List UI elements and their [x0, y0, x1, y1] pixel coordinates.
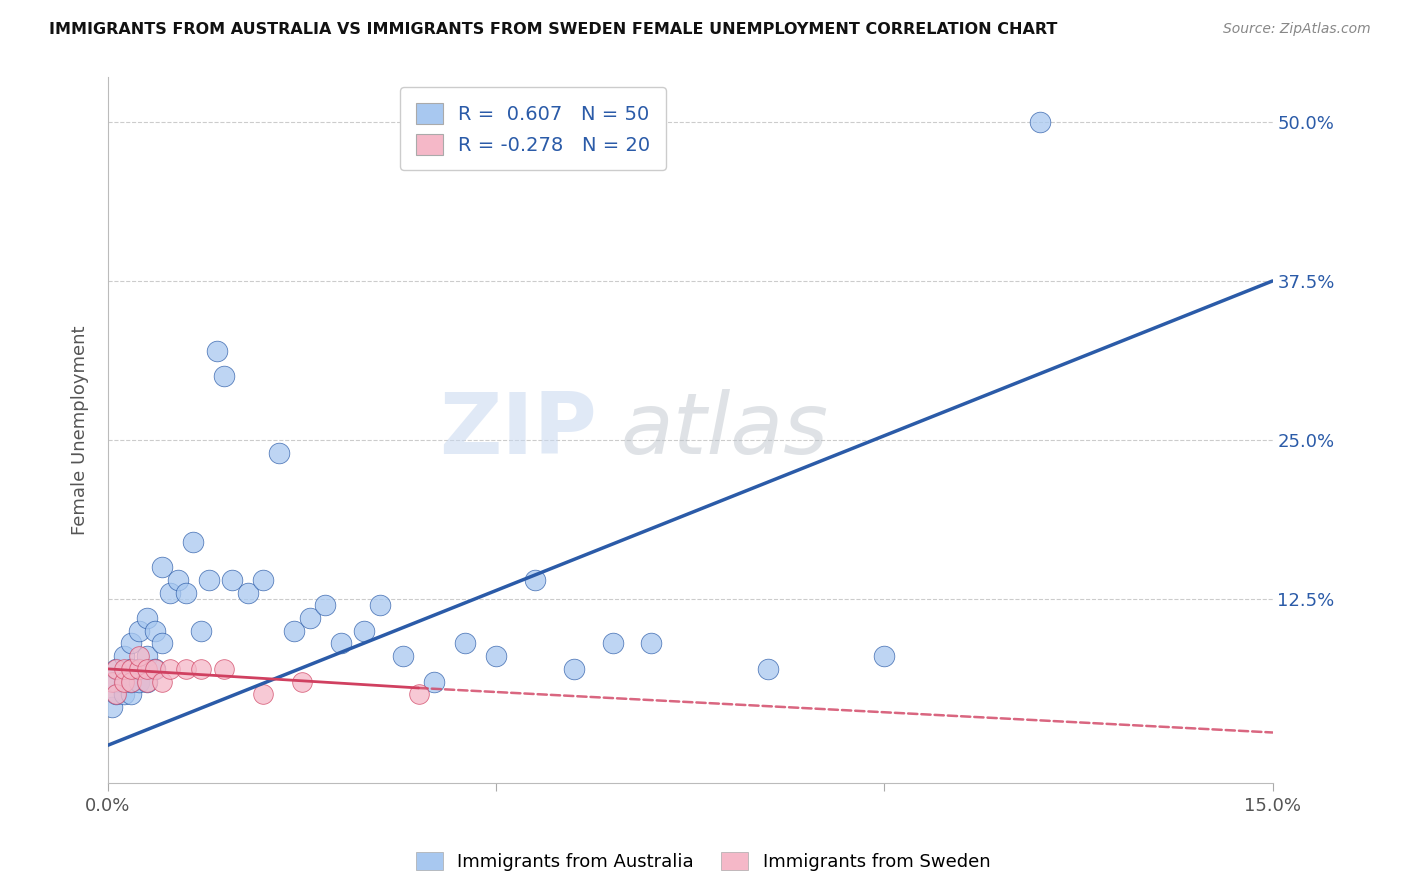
Point — [112, 674, 135, 689]
Point — [423, 674, 446, 689]
Point — [368, 599, 391, 613]
Point — [562, 662, 585, 676]
Point — [128, 662, 150, 676]
Point — [267, 445, 290, 459]
Point — [104, 662, 127, 676]
Point — [112, 662, 135, 676]
Y-axis label: Female Unemployment: Female Unemployment — [72, 326, 89, 535]
Point — [143, 662, 166, 676]
Point — [120, 674, 142, 689]
Point — [602, 636, 624, 650]
Point — [485, 649, 508, 664]
Point — [150, 674, 173, 689]
Point — [524, 573, 547, 587]
Point — [198, 573, 221, 587]
Text: ZIP: ZIP — [439, 389, 598, 472]
Point — [190, 662, 212, 676]
Point — [112, 674, 135, 689]
Point — [252, 687, 274, 701]
Point — [128, 662, 150, 676]
Point — [408, 687, 430, 701]
Point — [236, 585, 259, 599]
Point — [873, 649, 896, 664]
Point — [150, 560, 173, 574]
Point — [143, 624, 166, 638]
Point — [252, 573, 274, 587]
Point — [104, 687, 127, 701]
Point — [291, 674, 314, 689]
Point — [112, 687, 135, 701]
Point — [159, 662, 181, 676]
Point — [101, 700, 124, 714]
Point — [104, 674, 127, 689]
Point — [314, 599, 336, 613]
Point — [101, 674, 124, 689]
Text: IMMIGRANTS FROM AUSTRALIA VS IMMIGRANTS FROM SWEDEN FEMALE UNEMPLOYMENT CORRELAT: IMMIGRANTS FROM AUSTRALIA VS IMMIGRANTS … — [49, 22, 1057, 37]
Text: Source: ZipAtlas.com: Source: ZipAtlas.com — [1223, 22, 1371, 37]
Point — [159, 585, 181, 599]
Point — [454, 636, 477, 650]
Legend: Immigrants from Australia, Immigrants from Sweden: Immigrants from Australia, Immigrants fr… — [409, 845, 997, 879]
Point — [143, 662, 166, 676]
Point — [329, 636, 352, 650]
Point — [120, 662, 142, 676]
Point — [135, 674, 157, 689]
Point — [214, 369, 236, 384]
Point — [298, 611, 321, 625]
Point — [640, 636, 662, 650]
Point — [128, 624, 150, 638]
Point — [167, 573, 190, 587]
Text: atlas: atlas — [620, 389, 828, 472]
Point — [190, 624, 212, 638]
Point — [283, 624, 305, 638]
Point — [174, 662, 197, 676]
Point — [104, 662, 127, 676]
Point — [1028, 115, 1050, 129]
Point — [120, 636, 142, 650]
Point — [128, 649, 150, 664]
Point — [135, 611, 157, 625]
Point — [112, 649, 135, 664]
Point — [205, 343, 228, 358]
Point — [392, 649, 415, 664]
Point — [104, 687, 127, 701]
Point — [756, 662, 779, 676]
Point — [135, 674, 157, 689]
Point — [150, 636, 173, 650]
Point — [120, 687, 142, 701]
Point — [221, 573, 243, 587]
Point — [174, 585, 197, 599]
Point — [214, 662, 236, 676]
Point — [353, 624, 375, 638]
Point — [120, 674, 142, 689]
Point — [135, 662, 157, 676]
Point — [120, 662, 142, 676]
Legend: R =  0.607   N = 50, R = -0.278   N = 20: R = 0.607 N = 50, R = -0.278 N = 20 — [401, 87, 666, 170]
Point — [135, 649, 157, 664]
Point — [183, 534, 205, 549]
Point — [128, 674, 150, 689]
